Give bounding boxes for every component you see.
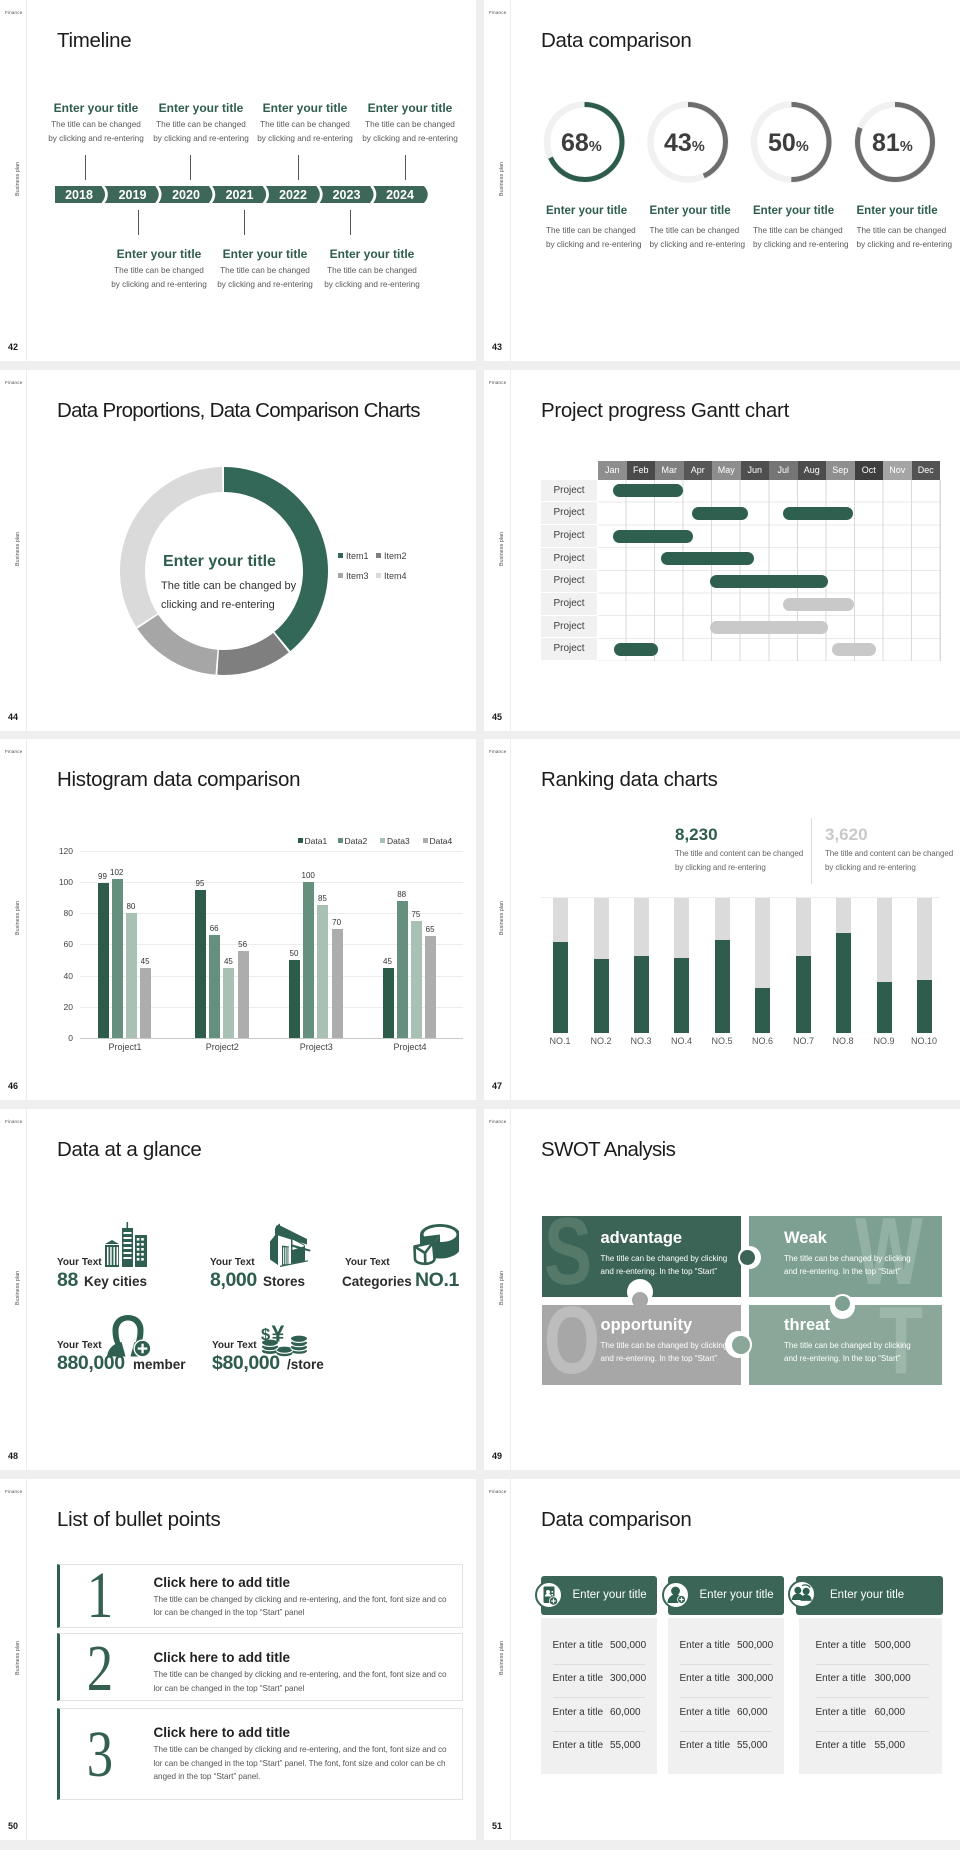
svg-text:81%: 81% [872,129,913,157]
svg-text:2020: 2020 [172,188,200,202]
svg-text:43%: 43% [664,129,705,157]
svg-text:2024: 2024 [386,188,414,202]
svg-text:50%: 50% [768,129,809,157]
svg-text:2019: 2019 [119,188,147,202]
svg-text:68%: 68% [561,129,602,157]
svg-text:2023: 2023 [333,188,361,202]
svg-text:2022: 2022 [279,188,307,202]
svg-text:$: $ [261,1326,270,1344]
svg-text:2021: 2021 [226,188,254,202]
svg-text:¥: ¥ [272,1321,285,1347]
svg-text:2018: 2018 [65,188,93,202]
